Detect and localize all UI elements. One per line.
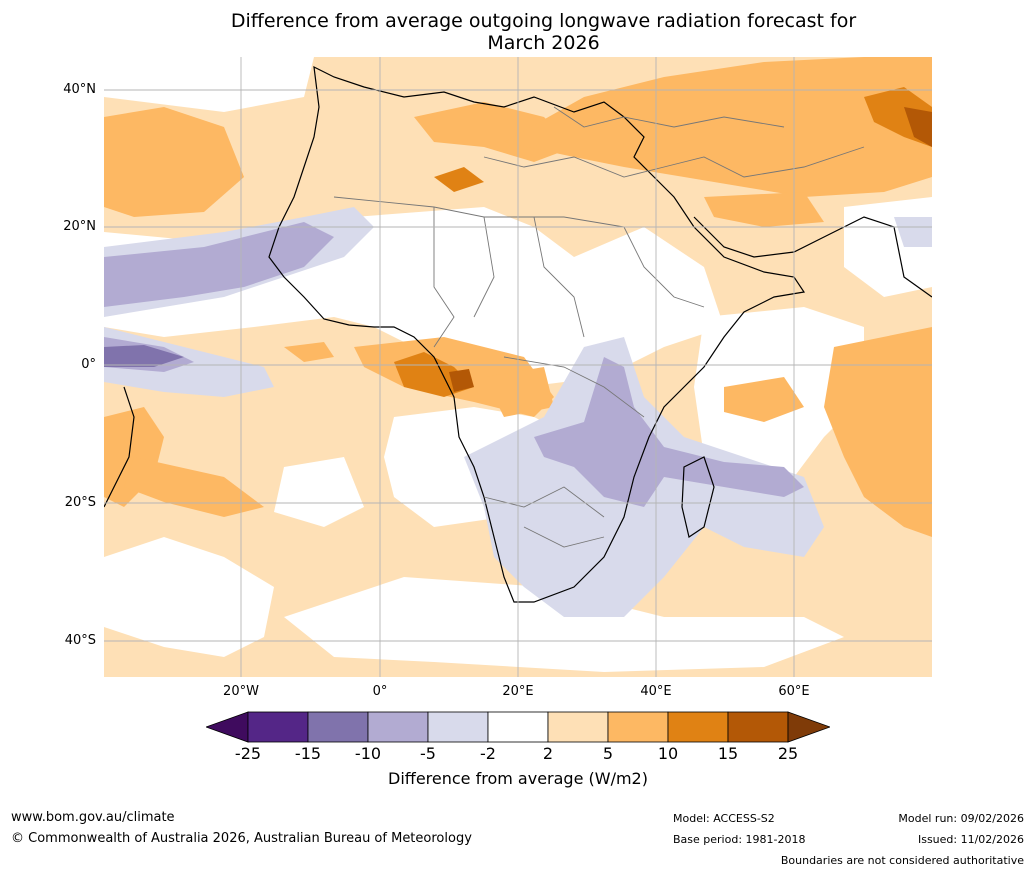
colorbar-tick-label: -2: [480, 744, 496, 763]
lon-label-60e: 60°E: [778, 684, 810, 699]
colorbar-swatch-3: [367, 711, 429, 743]
colorbar-swatch-4: [427, 711, 489, 743]
colorbar-tick-label: 25: [777, 744, 799, 763]
lat-label-20n: 20°N: [63, 219, 96, 234]
colorbar-swatch-7: [607, 711, 669, 743]
colorbar-tick-label: -10: [354, 744, 382, 763]
colorbar-swatch-1: [247, 711, 309, 743]
copyright-text: © Commonwealth of Australia 2026, Austra…: [11, 831, 472, 846]
issued-date: Issued: 11/02/2026: [917, 833, 1024, 846]
colorbar-swatch-9: [727, 711, 789, 743]
colorbar-swatches: [206, 711, 830, 743]
country-borders: [333, 106, 865, 548]
colorbar-tick-label: 2: [542, 744, 554, 763]
base-period: Base period: 1981-2018: [673, 833, 806, 846]
lon-label-20e: 20°E: [502, 684, 534, 699]
lat-label-equator: 0°: [81, 357, 96, 372]
colorbar-tick-label: -15: [294, 744, 322, 763]
lat-label-40n: 40°N: [63, 82, 96, 97]
title-line-2: March 2026: [487, 32, 600, 54]
map-title: Difference from average outgoing longwav…: [0, 10, 1035, 54]
anomaly-map: [104, 57, 932, 677]
lon-label-40e: 40°E: [640, 684, 672, 699]
lat-label-20s: 20°S: [64, 495, 96, 510]
colorbar-tick-label: 5: [602, 744, 614, 763]
colorbar-extend-max: [787, 711, 830, 743]
very-strong-positive-regions: [449, 107, 932, 392]
colorbar-swatch-8: [667, 711, 729, 743]
lon-label-0: 0°: [372, 684, 388, 699]
lat-label-40s: 40°S: [64, 633, 96, 648]
colorbar-extend-min: [206, 711, 249, 743]
colorbar-tick-label: -5: [420, 744, 436, 763]
colorbar-swatch-6: [547, 711, 609, 743]
colorbar-swatch-2: [307, 711, 369, 743]
colorbar-swatch-5: [487, 711, 549, 743]
colorbar: [206, 711, 830, 743]
colorbar-title: Difference from average (W/m2): [388, 769, 648, 788]
model-name: Model: ACCESS-S2: [673, 812, 775, 825]
colorbar-tick-label: 15: [717, 744, 739, 763]
website-link[interactable]: www.bom.gov.au/climate: [11, 810, 175, 825]
boundaries-disclaimer: Boundaries are not considered authoritat…: [780, 854, 1024, 867]
title-line-1: Difference from average outgoing longwav…: [230, 10, 857, 32]
gridlines: [104, 57, 932, 677]
colorbar-tick-label: -25: [234, 744, 262, 763]
model-run-date: Model run: 09/02/2026: [898, 812, 1024, 825]
map-panel: [104, 57, 932, 677]
coastlines: [104, 65, 932, 603]
strong-negative-regions: [104, 345, 184, 367]
colorbar-tick-label: 10: [657, 744, 679, 763]
lon-label-20w: 20°W: [223, 684, 259, 699]
